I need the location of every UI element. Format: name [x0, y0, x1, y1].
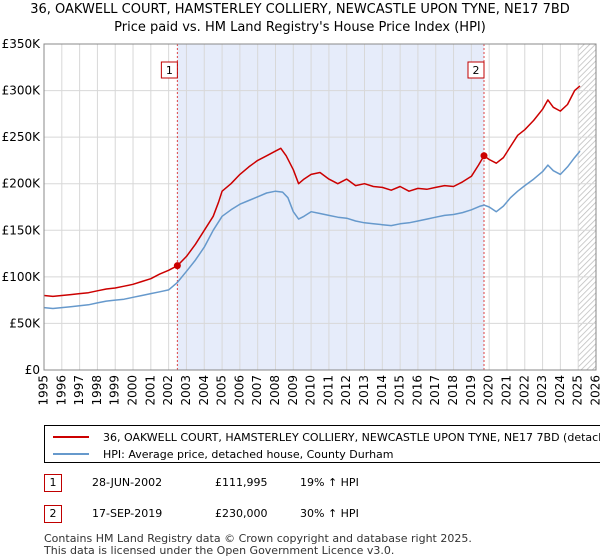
future-hatch	[578, 44, 596, 370]
legend-label-property: 36, OAKWELL COURT, HAMSTERLEY COLLIERY, …	[103, 430, 600, 444]
x-tick-label: 2000	[126, 375, 140, 406]
y-tick-label: £250K	[2, 130, 42, 144]
legend-item-hpi: HPI: Average price, detached house, Coun…	[53, 446, 394, 462]
property-price-line	[43, 85, 581, 298]
x-tick-label: 2006	[232, 375, 246, 406]
footer-licence: This data is licensed under the Open Gov…	[44, 544, 395, 557]
x-tick-label: 2005	[215, 375, 229, 406]
legend-swatch-hpi	[53, 453, 89, 455]
x-tick-label: 2011	[321, 375, 335, 406]
sale-price: £111,995	[215, 476, 268, 489]
legend-swatch-property	[53, 436, 89, 438]
sale-label-box	[467, 61, 485, 79]
plot-border	[43, 43, 597, 371]
x-tick-label: 1999	[108, 375, 122, 406]
x-tick-label: 1997	[72, 375, 86, 406]
x-tick-label: 1995	[37, 375, 51, 406]
x-tick-label: 2021	[499, 375, 513, 406]
x-tick-label: 2010	[304, 375, 318, 406]
y-tick-label: £0	[25, 363, 40, 377]
x-tick-label: 2002	[161, 375, 175, 406]
y-tick-label: £200K	[2, 177, 42, 191]
legend-label-hpi: HPI: Average price, detached house, Coun…	[103, 447, 394, 461]
y-tick-label: £50K	[9, 316, 41, 330]
x-tick-label: 2004	[197, 375, 211, 406]
chart-title: 36, OAKWELL COURT, HAMSTERLEY COLLIERY, …	[30, 2, 570, 17]
sale-label-text: 2	[472, 64, 479, 77]
x-tick-label: 2013	[357, 375, 371, 406]
sale-hpi-change: 19% ↑ HPI	[300, 476, 359, 489]
legend: 36, OAKWELL COURT, HAMSTERLEY COLLIERY, …	[44, 425, 600, 463]
sale-label-text: 1	[166, 64, 173, 77]
legend-item-property: 36, OAKWELL COURT, HAMSTERLEY COLLIERY, …	[53, 429, 600, 445]
x-tick-label: 2025	[571, 375, 585, 406]
sale-point	[480, 152, 488, 160]
sale-date: 28-JUN-2002	[92, 476, 163, 489]
sale-price: £230,000	[215, 507, 268, 520]
x-tick-label: 2020	[482, 375, 496, 406]
sale-badge: 1	[44, 474, 62, 492]
sale-label-box	[160, 61, 178, 79]
sale-hpi-change: 30% ↑ HPI	[300, 507, 359, 520]
x-tick-label: 2019	[464, 375, 478, 406]
y-tick-label: £100K	[2, 270, 42, 284]
x-tick-label: 2003	[179, 375, 193, 406]
x-tick-label: 2012	[339, 375, 353, 406]
x-tick-label: 2016	[410, 375, 424, 406]
x-tick-label: 2014	[375, 375, 389, 406]
x-tick-label: 2001	[143, 375, 157, 406]
price-chart: 1 2 £0 £50K £100K £150K £200K £250K £300K £350K 19…	[2, 37, 600, 406]
x-tick-label: 2015	[393, 375, 407, 406]
hpi-line	[43, 150, 581, 310]
x-tick-label: 1996	[54, 375, 68, 406]
ownership-shading	[177, 44, 484, 370]
chart-subtitle: Price paid vs. HM Land Registry's House …	[114, 20, 486, 35]
x-tick-label: 2008	[268, 375, 282, 406]
sale-point	[173, 262, 181, 270]
x-tick-label: 2024	[553, 375, 567, 406]
x-tick-label: 1998	[90, 375, 104, 406]
sale-date: 17-SEP-2019	[92, 507, 163, 520]
y-tick-label: £350K	[2, 37, 42, 51]
x-tick-label: 2026	[589, 375, 600, 406]
y-tick-label: £300K	[2, 84, 42, 98]
y-tick-label: £150K	[2, 223, 42, 237]
footer-copyright: Contains HM Land Registry data © Crown c…	[44, 532, 472, 545]
x-tick-label: 2018	[446, 375, 460, 406]
x-tick-label: 2023	[535, 375, 549, 406]
x-tick-label: 2009	[286, 375, 300, 406]
x-tick-label: 2017	[428, 375, 442, 406]
sale-badge: 2	[44, 505, 62, 523]
x-tick-label: 2007	[250, 375, 264, 406]
x-tick-label: 2022	[517, 375, 531, 406]
